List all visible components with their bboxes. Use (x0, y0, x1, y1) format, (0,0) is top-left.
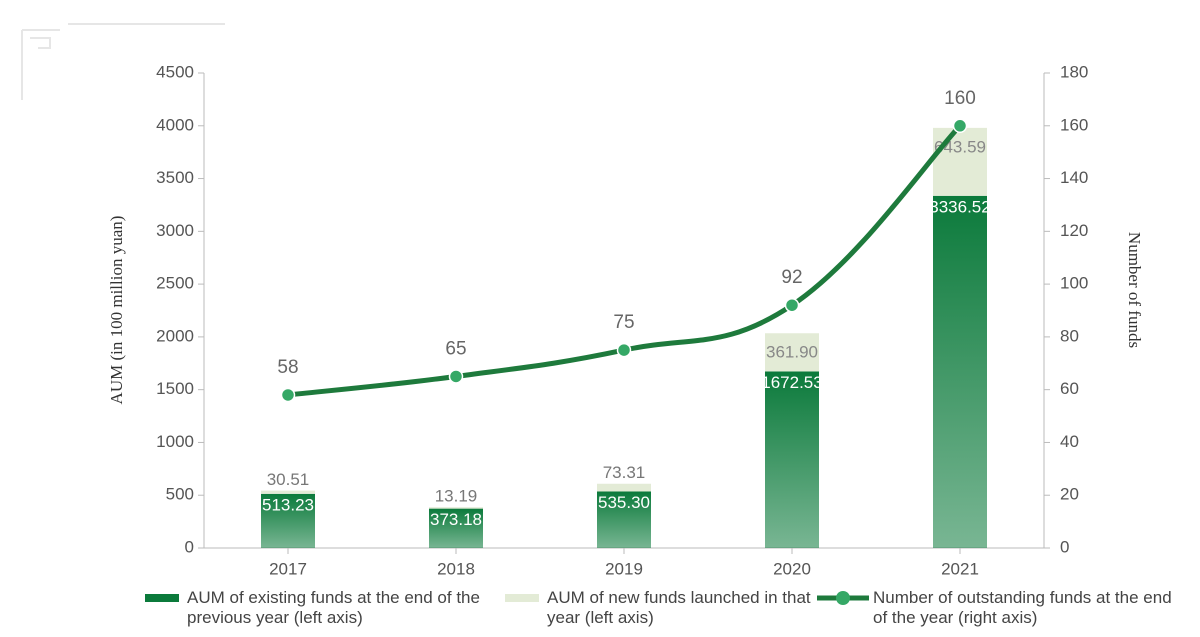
bar (765, 371, 819, 548)
value-label: 160 (944, 88, 976, 109)
value-label: 373.18 (430, 510, 482, 529)
value-label: 92 (781, 267, 802, 288)
legend-item: AUM of existing funds at the end of the … (145, 588, 487, 628)
value-label: 58 (277, 357, 298, 378)
bar (429, 508, 483, 548)
y-tick-label: 500 (166, 485, 194, 504)
bar (933, 127, 987, 196)
bar (597, 483, 651, 492)
y2-tick-label: 20 (1060, 485, 1079, 504)
legend-label: AUM of existing funds at the end of the … (187, 588, 480, 627)
bar (597, 491, 651, 548)
value-label: 1672.53 (761, 373, 822, 392)
y-tick-label: 2500 (156, 274, 194, 293)
y2-tick-label: 40 (1060, 432, 1079, 451)
y2-tick-label: 160 (1060, 115, 1088, 134)
value-label: 30.51 (267, 470, 310, 489)
bar (261, 490, 315, 494)
corner-ornament (21, 23, 225, 100)
y2-tick-label: 100 (1060, 274, 1088, 293)
y-tick-label: 4500 (156, 62, 194, 81)
bar (429, 507, 483, 509)
y-tick-label: 3000 (156, 221, 194, 240)
chart: AUM (in 100 million yuan) Number of fund… (21, 23, 1144, 578)
y2-tick-label: 120 (1060, 221, 1088, 240)
line-marker (952, 118, 968, 134)
bar (261, 493, 315, 548)
y2-tick-label: 80 (1060, 326, 1079, 345)
value-label: 535.30 (598, 493, 650, 512)
y-tick-label: 4000 (156, 115, 194, 134)
value-label: 3336.52 (929, 197, 990, 216)
y2-tick-label: 0 (1060, 537, 1069, 556)
legend-item: AUM of new funds launched in that year (… (505, 588, 847, 628)
y2-axis-title: Number of funds (1125, 232, 1144, 348)
value-label: 361.90 (766, 343, 818, 362)
legend-item: Number of outstanding funds at the end o… (815, 588, 1173, 628)
legend-marker (145, 594, 179, 602)
x-tick-label: 2019 (605, 559, 643, 578)
y2-tick-label: 180 (1060, 62, 1088, 81)
y-tick-label: 3500 (156, 168, 194, 187)
y-tick-label: 1000 (156, 432, 194, 451)
y-axis-title: AUM (in 100 million yuan) (107, 216, 126, 405)
legend-marker (505, 594, 539, 602)
line-marker (280, 387, 296, 403)
line-marker (616, 342, 632, 358)
y-tick-label: 0 (185, 537, 194, 556)
x-tick-label: 2018 (437, 559, 475, 578)
legend-marker (817, 591, 869, 605)
value-label: 75 (613, 312, 634, 333)
value-label: 513.23 (262, 495, 314, 514)
y-tick-label: 2000 (156, 326, 194, 345)
bar (765, 333, 819, 372)
y2-tick-label: 60 (1060, 379, 1079, 398)
value-label: 73.31 (603, 463, 646, 482)
y-tick-label: 1500 (156, 379, 194, 398)
x-tick-label: 2021 (941, 559, 979, 578)
value-label: 65 (445, 338, 466, 359)
line-marker (448, 369, 464, 384)
x-tick-label: 2020 (773, 559, 811, 578)
y2-tick-label: 140 (1060, 168, 1088, 187)
legend-label: AUM of new funds launched in that year (… (547, 588, 811, 627)
legend-label: Number of outstanding funds at the end o… (873, 588, 1172, 627)
line-marker (784, 297, 800, 313)
x-tick-label: 2017 (269, 559, 307, 578)
value-label: 13.19 (435, 487, 478, 506)
bar (933, 195, 987, 549)
